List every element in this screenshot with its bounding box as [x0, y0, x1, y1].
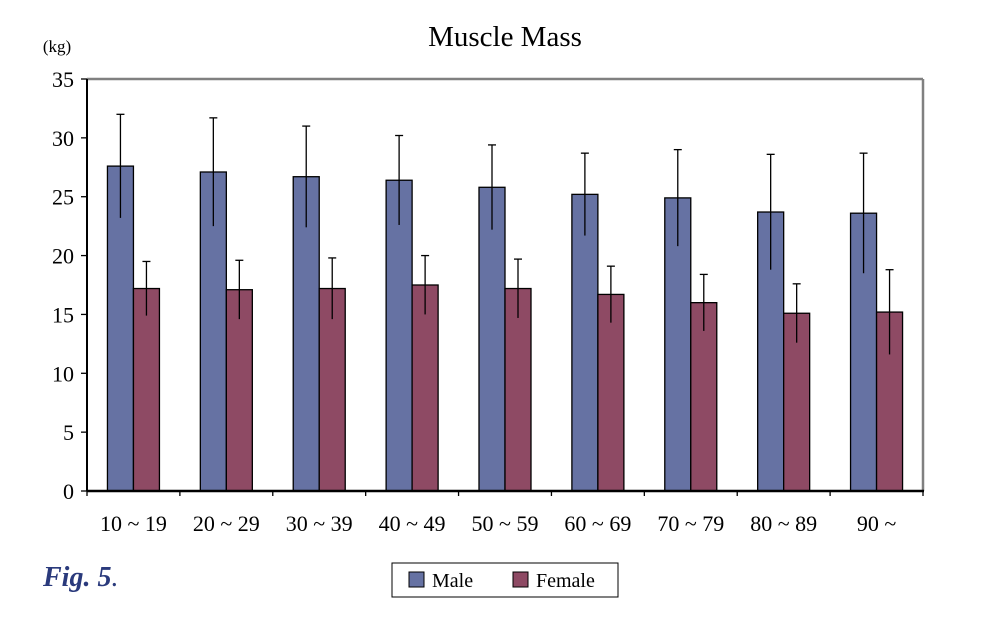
legend-swatch-male [408, 571, 425, 588]
legend-label-female: Female [536, 570, 595, 592]
legend-label-male: Male [432, 570, 473, 592]
legend-box [391, 562, 619, 598]
x-tick-label-5: 50 ~ 59 [472, 511, 539, 536]
bar-male-4 [385, 179, 413, 492]
y-tick-label-5: 5 [63, 420, 74, 445]
bar-female-4 [411, 284, 439, 492]
figure-label-suffix: . [111, 562, 119, 593]
x-tick-label-6: 60 ~ 69 [564, 511, 631, 536]
chart-title: Muscle Mass [428, 21, 582, 53]
x-tick-label-7: 70 ~ 79 [657, 511, 724, 536]
plot-frame [87, 77, 925, 491]
bar-male-5 [478, 186, 506, 492]
y-tick-label-35: 35 [52, 67, 74, 92]
y-tick-label-15: 15 [52, 302, 74, 327]
figure-label: Fig. 5 [43, 562, 112, 593]
axes: 0 5 10 15 20 25 30 35 10 ~ 19 20 ~ 29 30 ~ 39 40 ~ … [52, 67, 924, 536]
y-tick-label-20: 20 [52, 244, 74, 269]
bar-female-1 [132, 287, 161, 492]
bar-male-3 [292, 176, 320, 492]
y-tick-label-25: 25 [52, 185, 74, 210]
bar-female-5 [504, 287, 532, 492]
x-tick-label-1: 10 ~ 19 [100, 511, 167, 536]
x-tick-label-8: 80 ~ 89 [750, 511, 817, 536]
y-tick-label-10: 10 [52, 361, 74, 386]
y-tick-label-0: 0 [63, 479, 74, 504]
legend-swatch-female [512, 571, 529, 588]
bar-female-3 [318, 287, 346, 492]
y-tick-label-30: 30 [52, 126, 74, 151]
error-bars [116, 113, 894, 355]
legend: Male Female [391, 562, 619, 598]
x-tick-label-9: 90 ~ [857, 511, 897, 536]
x-tick-label-3: 30 ~ 39 [286, 511, 353, 536]
bars [106, 165, 904, 492]
bar-female-2 [225, 289, 253, 492]
figure-caption: Fig. 5. [43, 562, 118, 594]
bar-male-6 [571, 193, 599, 492]
x-tick-label-4: 40 ~ 49 [379, 511, 446, 536]
y-axis-unit-label: (kg) [43, 37, 71, 56]
bar-female-6 [597, 293, 625, 492]
bar-female-7 [690, 302, 718, 492]
x-tick-label-2: 20 ~ 29 [193, 511, 260, 536]
